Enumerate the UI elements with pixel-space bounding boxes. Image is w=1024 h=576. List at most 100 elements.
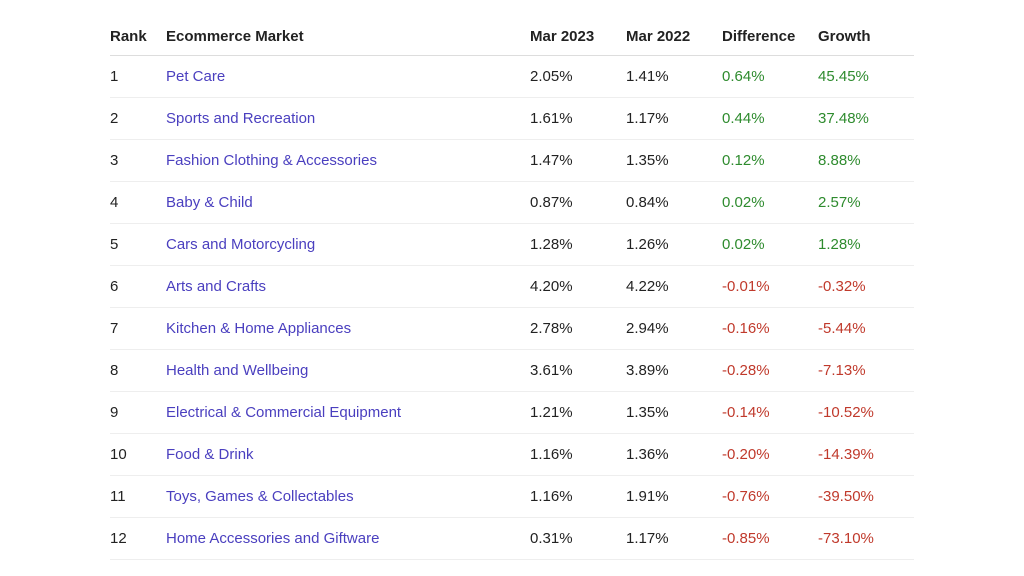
table-row: 4Baby & Child 0.87%0.84%0.02%2.57% bbox=[110, 182, 914, 224]
table-row: 6Arts and Crafts 4.20%4.22%-0.01%-0.32% bbox=[110, 266, 914, 308]
cell-mar-2022: 1.17% bbox=[626, 98, 722, 140]
cell-market: Health and Wellbeing bbox=[166, 350, 530, 392]
cell-mar-2022: 2.94% bbox=[626, 308, 722, 350]
cell-rank: 5 bbox=[110, 224, 166, 266]
cell-market: Kitchen & Home Appliances bbox=[166, 308, 530, 350]
cell-mar-2022: 1.35% bbox=[626, 140, 722, 182]
cell-mar-2023: 0.31% bbox=[530, 518, 626, 560]
cell-growth: -7.13% bbox=[818, 350, 914, 392]
cell-rank: 6 bbox=[110, 266, 166, 308]
cell-rank: 1 bbox=[110, 56, 166, 98]
cell-mar-2023: 1.21% bbox=[530, 392, 626, 434]
cell-growth: -0.32% bbox=[818, 266, 914, 308]
table-row: 10Food & Drink1.16%1.36%-0.20%-14.39% bbox=[110, 434, 914, 476]
market-link[interactable]: Electrical & Commercial Equipment bbox=[166, 404, 401, 421]
cell-market: Baby & Child bbox=[166, 182, 530, 224]
cell-mar-2022: 4.22% bbox=[626, 266, 722, 308]
cell-rank: 7 bbox=[110, 308, 166, 350]
cell-difference: -0.76% bbox=[722, 476, 818, 518]
cell-mar-2022: 1.91% bbox=[626, 476, 722, 518]
market-link[interactable]: Sports and Recreation bbox=[166, 110, 315, 127]
cell-market: Electrical & Commercial Equipment bbox=[166, 392, 530, 434]
table-row: 1Pet Care2.05%1.41%0.64%45.45% bbox=[110, 56, 914, 98]
cell-difference: -0.16% bbox=[722, 308, 818, 350]
cell-rank: 8 bbox=[110, 350, 166, 392]
cell-growth: 37.48% bbox=[818, 98, 914, 140]
cell-market: Fashion Clothing & Accessories bbox=[166, 140, 530, 182]
table-row: 2Sports and Recreation 1.61%1.17%0.44%37.… bbox=[110, 98, 914, 140]
cell-market: Cars and Motorcycling bbox=[166, 224, 530, 266]
cell-growth: -5.44% bbox=[818, 308, 914, 350]
market-link[interactable]: Baby & Child bbox=[166, 194, 253, 211]
cell-rank: 2 bbox=[110, 98, 166, 140]
cell-growth: 1.28% bbox=[818, 224, 914, 266]
cell-rank: 12 bbox=[110, 518, 166, 560]
cell-mar-2023: 2.78% bbox=[530, 308, 626, 350]
cell-mar-2022: 3.89% bbox=[626, 350, 722, 392]
cell-growth: -39.50% bbox=[818, 476, 914, 518]
cell-growth: -73.10% bbox=[818, 518, 914, 560]
table-row: 3Fashion Clothing & Accessories 1.47%1.35… bbox=[110, 140, 914, 182]
cell-rank: 9 bbox=[110, 392, 166, 434]
cell-market: Food & Drink bbox=[166, 434, 530, 476]
cell-difference: -0.01% bbox=[722, 266, 818, 308]
table-header-row: Rank Ecommerce Market Mar 2023 Mar 2022 … bbox=[110, 20, 914, 56]
cell-market: Toys, Games & Collectables bbox=[166, 476, 530, 518]
cell-growth: 2.57% bbox=[818, 182, 914, 224]
cell-mar-2023: 1.16% bbox=[530, 434, 626, 476]
cell-difference: -0.14% bbox=[722, 392, 818, 434]
cell-difference: -0.28% bbox=[722, 350, 818, 392]
table-row: 9Electrical & Commercial Equipment 1.21%1… bbox=[110, 392, 914, 434]
cell-mar-2023: 1.16% bbox=[530, 476, 626, 518]
ecommerce-market-table: Rank Ecommerce Market Mar 2023 Mar 2022 … bbox=[110, 20, 914, 560]
col-growth: Growth bbox=[818, 20, 914, 56]
col-rank: Rank bbox=[110, 20, 166, 56]
cell-growth: -10.52% bbox=[818, 392, 914, 434]
cell-mar-2023: 3.61% bbox=[530, 350, 626, 392]
cell-difference: 0.12% bbox=[722, 140, 818, 182]
cell-mar-2023: 1.47% bbox=[530, 140, 626, 182]
col-mar-2023: Mar 2023 bbox=[530, 20, 626, 56]
table-row: 12Home Accessories and Giftware 0.31%1.17… bbox=[110, 518, 914, 560]
cell-mar-2023: 2.05% bbox=[530, 56, 626, 98]
cell-difference: -0.20% bbox=[722, 434, 818, 476]
market-link[interactable]: Arts and Crafts bbox=[166, 278, 266, 295]
market-link[interactable]: Toys, Games & Collectables bbox=[166, 488, 354, 505]
table-row: 7Kitchen & Home Appliances 2.78%2.94%-0.1… bbox=[110, 308, 914, 350]
cell-difference: 0.44% bbox=[722, 98, 818, 140]
col-difference: Difference bbox=[722, 20, 818, 56]
market-link[interactable]: Cars and Motorcycling bbox=[166, 236, 315, 253]
cell-market: Sports and Recreation bbox=[166, 98, 530, 140]
cell-mar-2022: 1.41% bbox=[626, 56, 722, 98]
cell-growth: 45.45% bbox=[818, 56, 914, 98]
cell-mar-2023: 4.20% bbox=[530, 266, 626, 308]
cell-market: Home Accessories and Giftware bbox=[166, 518, 530, 560]
cell-mar-2022: 1.35% bbox=[626, 392, 722, 434]
cell-difference: -0.85% bbox=[722, 518, 818, 560]
market-link[interactable]: Pet Care bbox=[166, 68, 225, 85]
table-row: 8Health and Wellbeing 3.61%3.89%-0.28%-7.… bbox=[110, 350, 914, 392]
market-link[interactable]: Fashion Clothing & Accessories bbox=[166, 152, 377, 169]
market-link[interactable]: Food & Drink bbox=[166, 446, 254, 463]
market-link[interactable]: Home Accessories and Giftware bbox=[166, 530, 379, 547]
market-link[interactable]: Kitchen & Home Appliances bbox=[166, 320, 351, 337]
cell-difference: 0.02% bbox=[722, 182, 818, 224]
cell-market: Pet Care bbox=[166, 56, 530, 98]
cell-mar-2022: 1.17% bbox=[626, 518, 722, 560]
cell-growth: -14.39% bbox=[818, 434, 914, 476]
cell-market: Arts and Crafts bbox=[166, 266, 530, 308]
cell-rank: 4 bbox=[110, 182, 166, 224]
col-mar-2022: Mar 2022 bbox=[626, 20, 722, 56]
cell-mar-2023: 1.61% bbox=[530, 98, 626, 140]
col-market: Ecommerce Market bbox=[166, 20, 530, 56]
cell-mar-2023: 1.28% bbox=[530, 224, 626, 266]
market-link[interactable]: Health and Wellbeing bbox=[166, 362, 308, 379]
table-row: 11Toys, Games & Collectables 1.16%1.91%-0… bbox=[110, 476, 914, 518]
cell-mar-2022: 1.36% bbox=[626, 434, 722, 476]
cell-mar-2022: 0.84% bbox=[626, 182, 722, 224]
cell-rank: 3 bbox=[110, 140, 166, 182]
cell-mar-2023: 0.87% bbox=[530, 182, 626, 224]
cell-mar-2022: 1.26% bbox=[626, 224, 722, 266]
cell-rank: 11 bbox=[110, 476, 166, 518]
cell-difference: 0.02% bbox=[722, 224, 818, 266]
